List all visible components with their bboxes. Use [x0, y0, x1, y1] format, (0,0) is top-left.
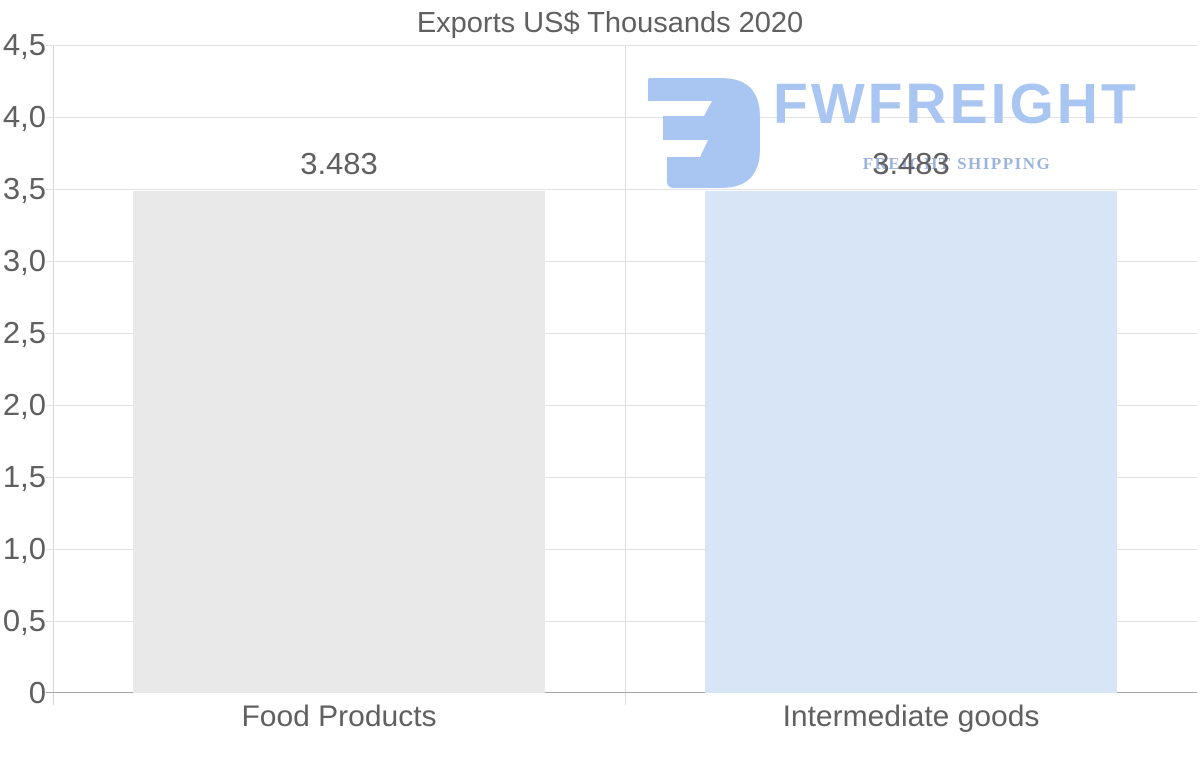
gridline [46, 45, 1197, 46]
y-tick-label: 4,5 [2, 27, 46, 62]
gridline [46, 621, 1197, 622]
y-axis-line [53, 45, 54, 705]
watermark-tagline-text: FREIGHT SHIPPING [862, 154, 1052, 173]
plot-area: 3.483 3.483 [46, 45, 1197, 693]
y-tick-label: 4,0 [2, 99, 46, 134]
x-category-label: Food Products [241, 700, 437, 733]
y-tick-label: 2,0 [2, 387, 46, 422]
gridline [46, 261, 1197, 262]
x-axis-baseline [46, 692, 1197, 693]
bar-intermediate-goods [705, 191, 1117, 693]
y-tick-label: 3,0 [2, 243, 46, 278]
bar-value-label: 3.483 [872, 146, 950, 181]
gridline [46, 477, 1197, 478]
watermark-brand-text: FWFREIGHT [773, 72, 1139, 136]
category-separator-line [625, 45, 626, 705]
x-category-label: Intermediate goods [782, 700, 1040, 733]
fw-logo-mark-icon [648, 78, 760, 188]
y-tick-label: 3,5 [2, 171, 46, 206]
y-tick-label: 1,5 [2, 459, 46, 494]
bar-value-label: 3.483 [300, 146, 378, 181]
chart-title: Exports US$ Thousands 2020 [416, 7, 804, 39]
y-tick-label: 1,0 [2, 531, 46, 566]
gridline [46, 333, 1197, 334]
bar-food-products [133, 191, 545, 693]
y-tick-label: 0 [28, 675, 46, 710]
gridline [46, 405, 1197, 406]
y-tick-label: 0,5 [2, 603, 46, 638]
gridline [46, 117, 1197, 118]
gridline [46, 549, 1197, 550]
gridline [46, 189, 1197, 190]
y-tick-label: 2,5 [2, 315, 46, 350]
